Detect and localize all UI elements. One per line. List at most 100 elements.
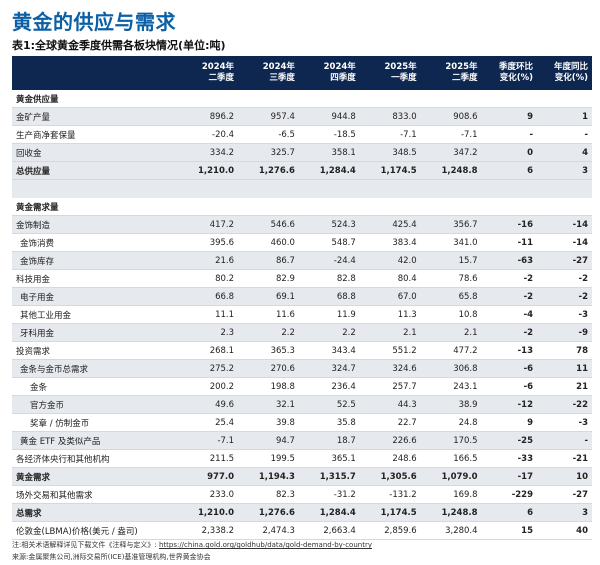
supply-demand-table: 2024年 二季度 2024年 三季度 2024年 四季度 2025年 一季度 2025年 二季度… <box>12 56 592 540</box>
row-label: 牙科用金 <box>12 323 178 342</box>
value-cell: 2.3 <box>177 323 239 342</box>
column-header: 2024年 四季度 <box>298 56 360 90</box>
value-cell: 417.2 <box>177 215 239 234</box>
value-cell: 236.4 <box>298 377 360 396</box>
value-cell: 11.1 <box>177 305 239 324</box>
value-cell: -7.1 <box>359 125 421 144</box>
value-cell: 306.8 <box>420 359 482 378</box>
row-label: 金饰消费 <box>12 233 178 252</box>
footnote-link[interactable]: https://china.gold.org/goldhub/data/gold… <box>158 541 372 549</box>
table-row: 生产商净套保量 -20.4 -6.5 -18.5 -7.1 -7.1- - <box>12 125 592 144</box>
row-label: 金条与金币总需求 <box>12 359 178 378</box>
change-cell: 78 <box>537 341 592 360</box>
value-cell: 25.4 <box>177 413 239 432</box>
value-cell: 2,859.6 <box>359 521 421 540</box>
value-cell: 170.5 <box>420 431 482 450</box>
value-cell: -6.5 <box>238 125 299 144</box>
value-cell: 243.1 <box>420 377 482 396</box>
value-cell: 977.0 <box>177 467 239 486</box>
value-cell: 32.1 <box>238 395 299 414</box>
value-cell: 52.5 <box>298 395 360 414</box>
change-cell: -11 <box>481 233 538 252</box>
change-cell: -16 <box>481 215 538 234</box>
column-header: 2024年 三季度 <box>238 56 299 90</box>
value-cell: 94.7 <box>238 431 299 450</box>
table-row: 金条 200.2 198.8 236.4 257.7 243.1 -6 21 <box>12 377 592 396</box>
change-cell: -2 <box>481 287 538 306</box>
change-cell: - <box>537 431 592 450</box>
table-row: 黄金需求 977.0 1,194.3 1,315.7 1,305.6 1,079.0 -17… <box>12 467 592 486</box>
value-cell: 1,276.6 <box>238 503 299 522</box>
change-cell: -14 <box>537 233 592 252</box>
row-label: 黄金 ETF 及类似产品 <box>12 431 178 450</box>
row-label: 总供应量 <box>12 161 178 180</box>
value-cell: 477.2 <box>420 341 482 360</box>
value-cell: 199.5 <box>238 449 299 468</box>
change-cell: 21 <box>537 377 592 396</box>
value-cell: 78.6 <box>420 269 482 288</box>
table-row: 官方金币 49.6 32.1 52.5 44.3 38.9 -12 -22 <box>12 395 592 414</box>
value-cell: 1,079.0 <box>420 467 482 486</box>
value-cell: 383.4 <box>359 233 421 252</box>
table-row: 科技用金 80.2 82.9 82.8 80.4 78.6 -2 -2 <box>12 269 592 288</box>
value-cell: 35.8 <box>298 413 360 432</box>
value-cell <box>238 90 299 108</box>
value-cell <box>177 90 239 108</box>
value-cell: 356.7 <box>420 215 482 234</box>
value-cell: -7.1 <box>177 431 239 450</box>
row-label: 金饰制造 <box>12 215 178 234</box>
change-cell: -229 <box>481 485 538 504</box>
change-cell: -12 <box>481 395 538 414</box>
value-cell: 166.5 <box>420 449 482 468</box>
value-cell: 944.8 <box>298 107 360 126</box>
change-cell: - <box>537 125 592 144</box>
row-label: 奖章 / 仿制金币 <box>12 413 178 432</box>
value-cell: -131.2 <box>359 485 421 504</box>
change-cell: 9 <box>481 107 538 126</box>
change-cell: -63 <box>481 251 538 270</box>
change-cell: -2 <box>481 269 538 288</box>
change-cell: -3 <box>537 413 592 432</box>
value-cell: 268.1 <box>177 341 239 360</box>
change-cell: 11 <box>537 359 592 378</box>
table-header-row: 2024年 二季度 2024年 三季度 2024年 四季度 2025年 一季度 2025年 二季度… <box>12 56 592 90</box>
value-cell: 2,474.3 <box>238 521 299 540</box>
value-cell: 198.8 <box>238 377 299 396</box>
value-cell: 1,305.6 <box>359 467 421 486</box>
change-cell <box>537 198 592 216</box>
value-cell: 82.9 <box>238 269 299 288</box>
value-cell: 11.9 <box>298 305 360 324</box>
value-cell: 957.4 <box>238 107 299 126</box>
change-cell: -6 <box>481 377 538 396</box>
value-cell: 82.3 <box>238 485 299 504</box>
row-label: 金矿产量 <box>12 107 178 126</box>
value-cell <box>238 198 299 216</box>
value-cell: 1,210.0 <box>177 503 239 522</box>
table-row: 场外交易和其他需求 233.0 82.3 -31.2 -131.2 169.8 -229 -2… <box>12 485 592 504</box>
value-cell: 334.2 <box>177 143 239 162</box>
value-cell: 546.6 <box>238 215 299 234</box>
value-cell <box>359 179 421 198</box>
column-header: 2024年 二季度 <box>177 56 239 90</box>
row-label: 场外交易和其他需求 <box>12 485 178 504</box>
value-cell: 257.7 <box>359 377 421 396</box>
row-label: 金条 <box>12 377 178 396</box>
row-label: 黄金需求 <box>12 467 178 486</box>
change-cell: 6 <box>481 161 538 180</box>
change-cell: 9 <box>481 413 538 432</box>
value-cell: 833.0 <box>359 107 421 126</box>
table-row: 金条与金币总需求 275.2 270.6 324.7 324.6 306.8 -6 11 <box>12 359 592 378</box>
value-cell: 365.1 <box>298 449 360 468</box>
section-header-row: 黄金需求量 <box>12 198 592 216</box>
change-cell <box>537 90 592 108</box>
change-cell: 3 <box>537 161 592 180</box>
value-cell <box>298 90 360 108</box>
value-cell: 42.0 <box>359 251 421 270</box>
value-cell: 2.1 <box>420 323 482 342</box>
change-cell: -27 <box>537 251 592 270</box>
table-body: 黄金供应量 金矿产量 896.2 957.4 944.8 833.0 908.6 9 1 生产商净… <box>12 90 592 540</box>
change-cell: -9 <box>537 323 592 342</box>
change-cell: -2 <box>537 287 592 306</box>
value-cell: 348.5 <box>359 143 421 162</box>
table-caption: 表1:全球黄金季度供需各板块情况(单位:吨) <box>12 39 226 52</box>
